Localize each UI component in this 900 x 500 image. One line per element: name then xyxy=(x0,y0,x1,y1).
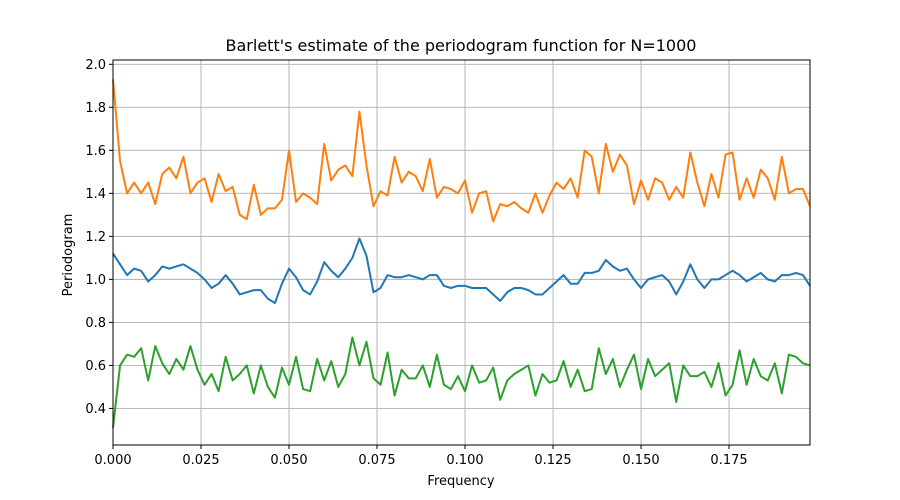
axes-background xyxy=(113,60,810,445)
y-axis-ticks: 0.4 0.6 0.8 1.0 1.2 1.4 1.6 1.8 2.0 xyxy=(85,58,113,417)
series-line-3 xyxy=(112,336,811,428)
x-tick-label: 0.175 xyxy=(710,453,747,468)
x-tick-label: 0.025 xyxy=(182,453,219,468)
series-lines xyxy=(112,79,811,428)
x-axis-label: Frequency xyxy=(427,474,494,489)
chart-title: Barlett's estimate of the periodogram fu… xyxy=(226,36,697,55)
plot-area: 0.000 0.025 0.050 0.075 0.100 0.125 0.150 0.175… xyxy=(85,58,811,468)
y-tick-label: 1.4 xyxy=(85,187,106,202)
x-axis-ticks: 0.000 0.025 0.050 0.075 0.100 0.125 0.150 0.175 xyxy=(94,445,748,468)
series-line-2 xyxy=(112,79,811,223)
grid-lines xyxy=(112,60,810,445)
x-tick-label: 0.100 xyxy=(446,453,483,468)
x-tick-label: 0.125 xyxy=(534,453,571,468)
y-tick-label: 1.2 xyxy=(85,230,106,245)
y-tick-label: 2.0 xyxy=(85,58,106,73)
axes-frame xyxy=(112,59,811,446)
y-tick-label: 1.0 xyxy=(85,273,106,288)
x-tick-label: 0.075 xyxy=(358,453,395,468)
y-tick-label: 0.8 xyxy=(85,316,106,331)
x-tick-label: 0.150 xyxy=(622,453,659,468)
y-tick-label: 0.4 xyxy=(85,402,106,417)
x-tick-label: 0.000 xyxy=(94,453,131,468)
x-tick-label: 0.050 xyxy=(270,453,307,468)
y-tick-label: 1.8 xyxy=(85,101,106,116)
y-tick-label: 0.6 xyxy=(85,359,106,374)
y-axis-label: Periodogram xyxy=(61,214,76,297)
series-line-1 xyxy=(112,237,811,305)
y-tick-label: 1.6 xyxy=(85,144,106,159)
